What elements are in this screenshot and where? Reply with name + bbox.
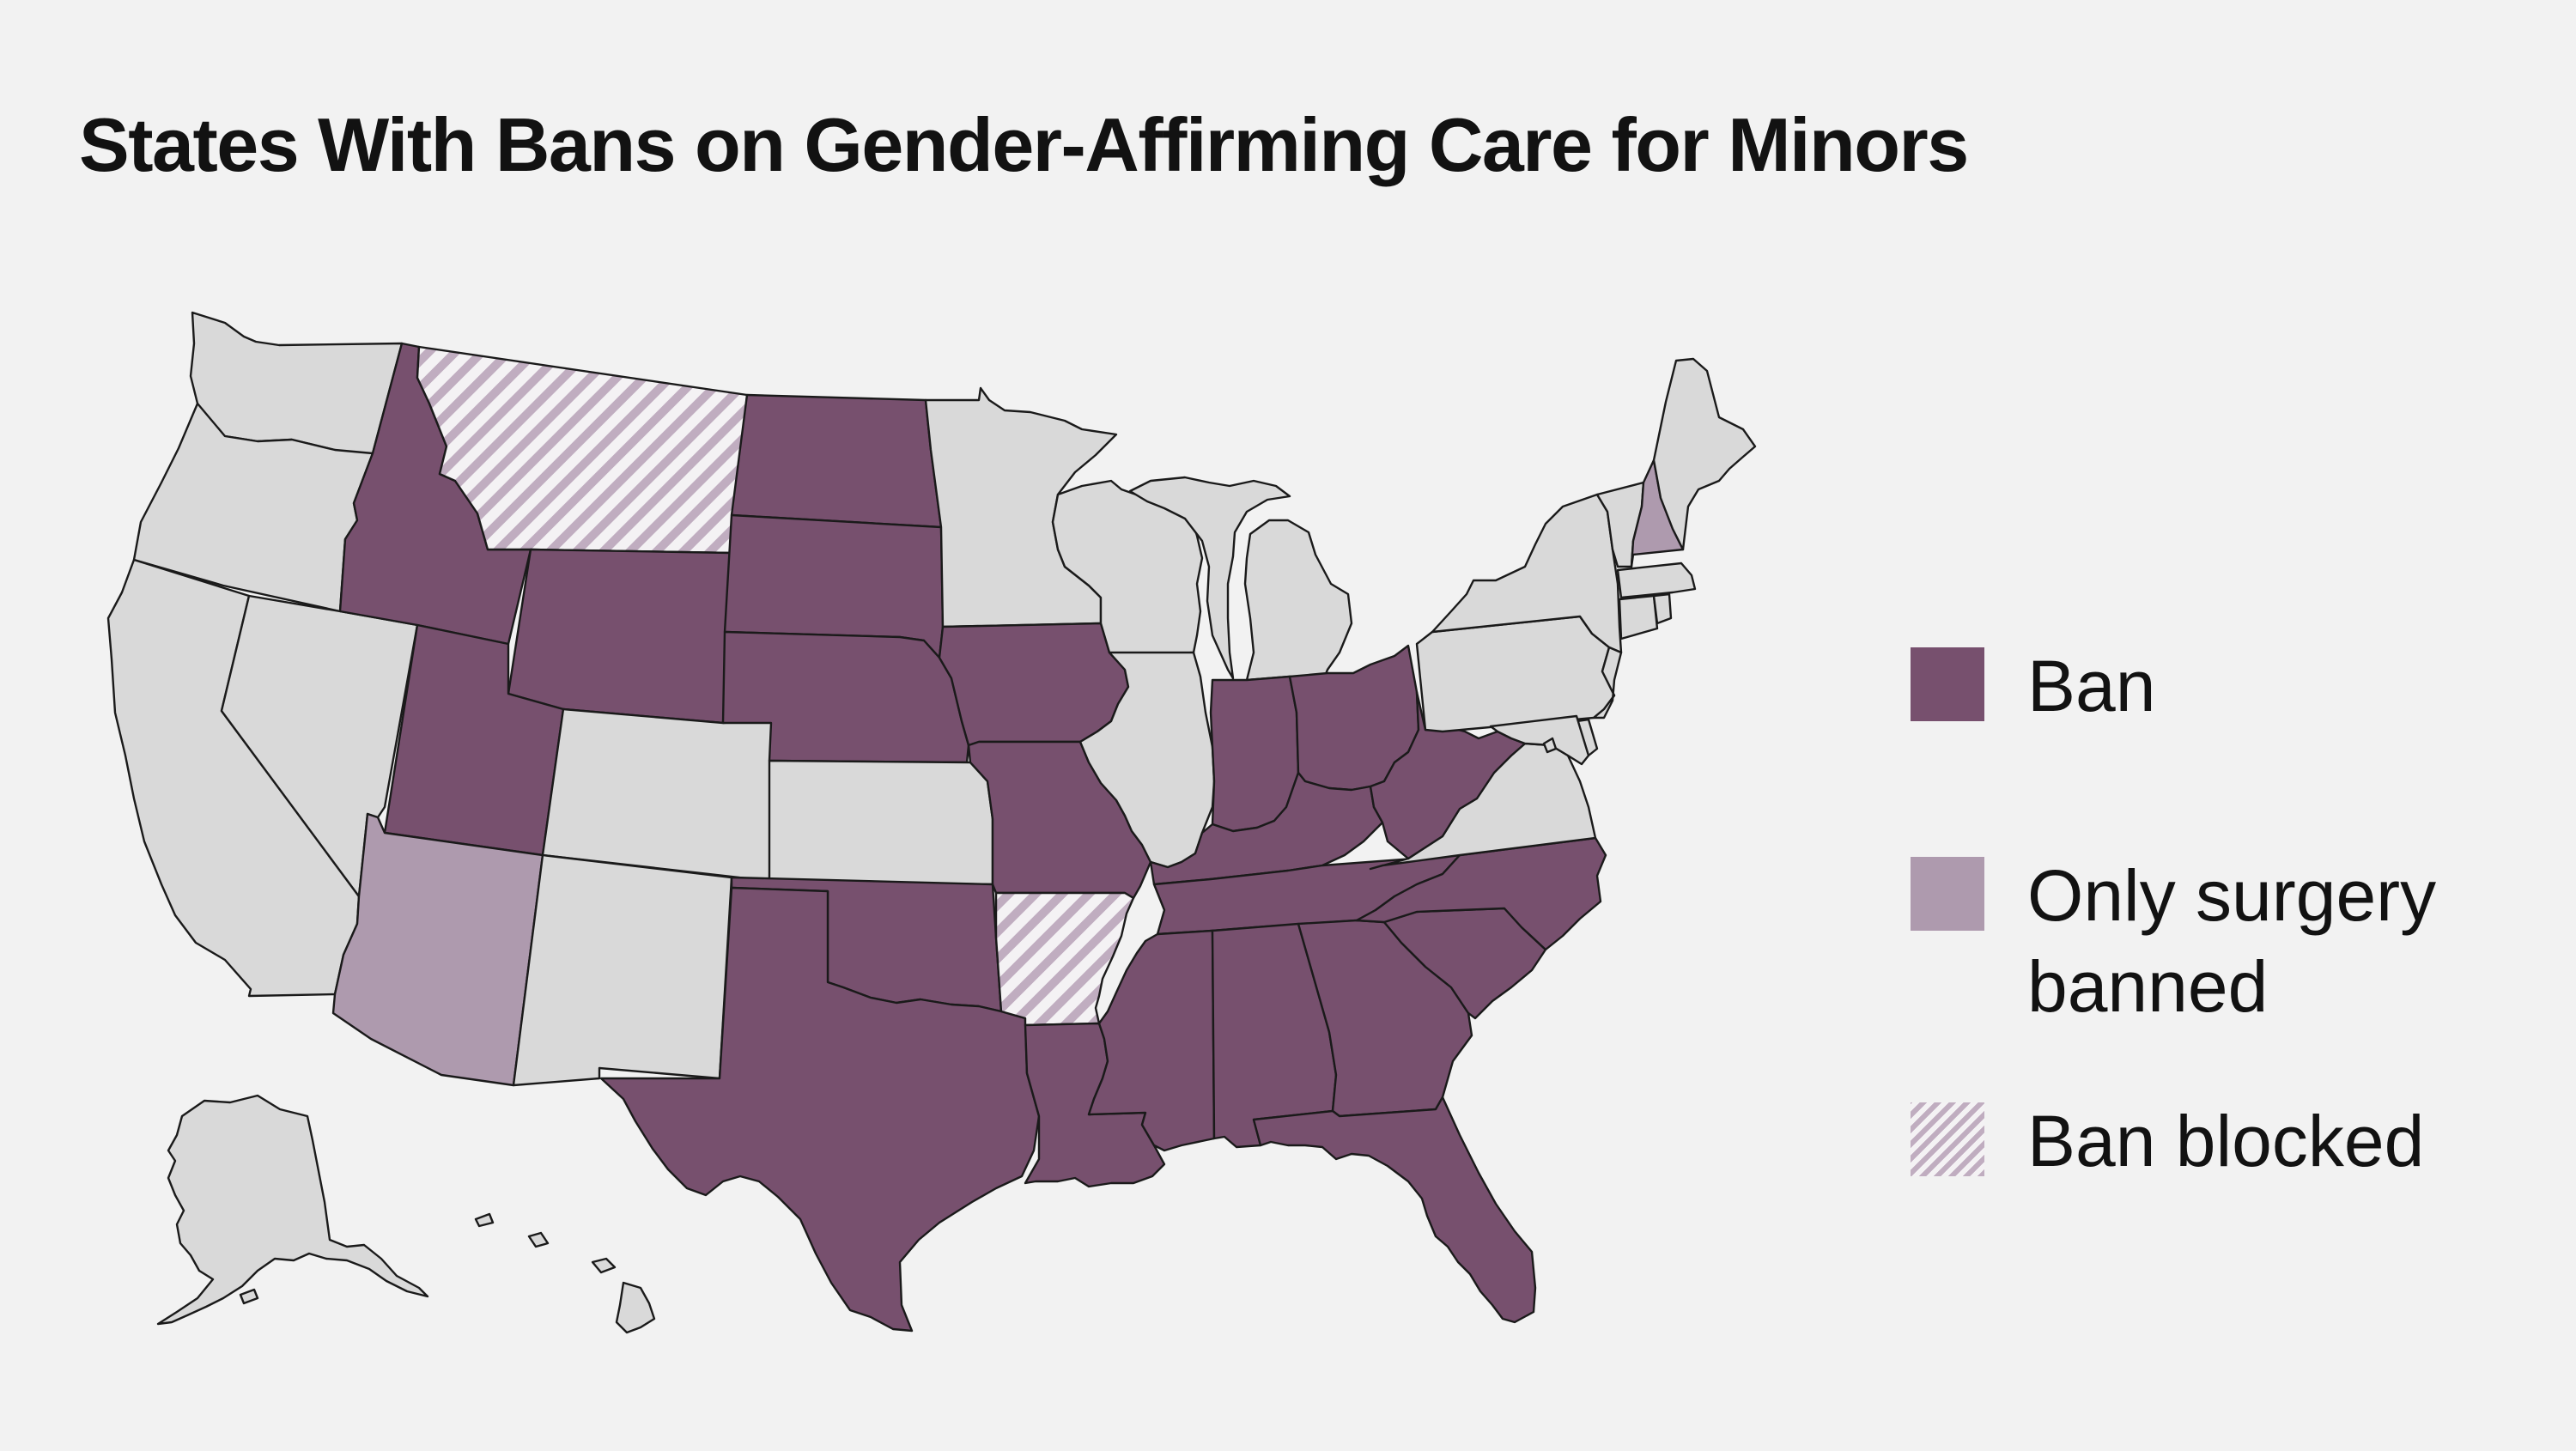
state-arizona — [331, 812, 544, 1087]
state-new-jersey — [1590, 632, 1623, 719]
state-mississippi — [1087, 929, 1216, 1152]
state-florida — [1252, 1096, 1537, 1324]
state-kansas — [768, 759, 994, 886]
state-massachusetts — [1616, 562, 1697, 599]
legend-label-ban: Ban — [2027, 646, 2156, 726]
legend-item-ban-blocked: Ban blocked — [1911, 1101, 2424, 1187]
legend-swatch-ban — [1911, 647, 1984, 721]
state-alaska — [156, 1094, 429, 1326]
state-new-mexico — [512, 853, 733, 1087]
state-hawaii — [474, 1212, 656, 1334]
page-title: States With Bans on Gender-Affirming Car… — [79, 102, 1969, 187]
state-alaska-island — [239, 1288, 259, 1305]
legend-item-ban: Ban — [1911, 646, 2155, 732]
state-maine — [1652, 357, 1757, 551]
legend-swatch-only-surgery-banned — [1911, 857, 1984, 931]
legend-item-only-surgery-banned: Only surgery banned — [1911, 855, 2508, 1032]
state-connecticut — [1618, 594, 1659, 641]
state-iowa — [938, 622, 1130, 747]
legend-swatch-ban-blocked — [1911, 1102, 1984, 1176]
legend-label-only-surgery-banned: Only surgery banned — [2027, 855, 2437, 1027]
state-rhode-island — [1652, 592, 1673, 625]
state-colorado — [541, 707, 775, 883]
state-arkansas[interactable] — [994, 891, 1135, 1027]
state-michigan — [1128, 476, 1353, 682]
state-maryland — [1489, 714, 1590, 766]
state-district-of-columbia — [1542, 737, 1558, 754]
state-pennsylvania — [1415, 615, 1616, 733]
state-texas — [599, 886, 1041, 1333]
state-wyoming — [507, 548, 733, 725]
state-north-carolina — [1355, 836, 1607, 951]
legend-label-ban-blocked: Ban blocked — [2027, 1101, 2425, 1181]
state-north-dakota — [730, 393, 943, 529]
